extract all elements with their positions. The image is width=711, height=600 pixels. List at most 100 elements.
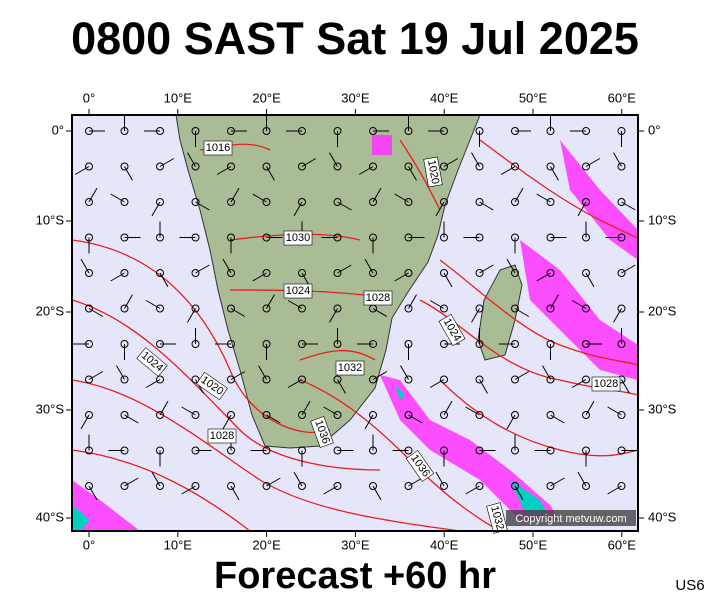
lon-label-top: 0° [83,90,95,105]
heavy-precipitation [72,385,548,531]
station [227,411,235,419]
isobar-label: 1024 [283,283,313,299]
wind-barb [443,158,459,167]
isobar-label-text: 1030 [286,232,310,244]
wind-barb [536,193,551,203]
wind-barb [514,485,524,501]
station [546,198,555,206]
station [156,198,164,206]
wind-barb [145,379,161,388]
station [404,269,413,277]
wind-barb [124,477,139,487]
wind-barb [323,485,338,495]
wind-barb [479,201,494,211]
station [582,162,590,171]
station [475,482,484,490]
wind-barb [364,414,374,430]
wind-stations [73,115,638,501]
wind-barb [337,264,352,274]
isobar-label: 1020 [423,156,443,188]
station [227,269,235,277]
station [475,198,484,206]
wind-barb [372,371,388,380]
wind-barb [301,158,317,167]
station [120,482,129,490]
wind-barb [465,485,480,495]
wind-barb [613,152,622,167]
station [120,198,129,206]
station [582,375,590,384]
station [298,269,306,277]
station [120,411,129,419]
wind-barb [116,365,125,380]
wind-barb [266,166,275,181]
station [262,411,271,419]
station [511,269,519,277]
station [191,198,200,206]
wind-barb [408,166,417,181]
wind-barb [550,166,559,181]
wind-barb [358,166,374,175]
isobar-label-box [423,156,443,188]
lat-label-left: 40°S [36,509,65,524]
wind-barb [181,406,196,416]
wind-barb [372,485,382,501]
model-code: US6 [675,577,704,594]
wind-barb [88,485,98,501]
station [617,269,626,277]
wind-barb [408,477,423,487]
isobar-label-text: 1028 [210,430,234,442]
station [546,375,555,384]
isobar-label-box [438,313,466,347]
wind-barb [621,264,636,274]
isobar-label-text: 1024 [286,285,310,297]
isobar-label: 1036 [310,416,334,448]
isobar-label: 1028 [363,290,393,306]
wind-barb [585,158,601,167]
station [120,304,129,313]
station [440,411,448,419]
isobar-label: 1032 [335,360,365,376]
station [404,411,413,419]
wind-barb [301,400,311,416]
wind-barb [151,201,161,217]
wind-barb [621,379,630,394]
station [191,375,200,384]
station [511,304,519,313]
station [333,198,342,206]
station [227,162,235,171]
station [156,162,164,171]
wind-barb [187,308,196,323]
isobar-label-text: 1028 [594,378,618,390]
wind-barb [443,272,453,288]
station [511,482,519,490]
station [617,198,626,206]
station [511,375,519,384]
station [511,162,519,171]
station [85,162,93,171]
wind-barb [293,201,303,217]
station [156,482,164,490]
wind-barb [400,365,409,380]
isobar-label-box [405,450,435,482]
station [191,269,200,277]
station [546,411,555,419]
lon-label-bottom: 0° [83,537,95,552]
isobar-label-text: 1032 [338,362,362,374]
isobar-label-box [203,140,233,156]
wind-barb [550,477,565,487]
station [298,304,306,313]
station [191,162,200,171]
station [85,269,93,277]
station [227,304,235,313]
station [475,411,484,419]
station [369,411,377,419]
isobar-label: 1030 [283,230,313,246]
wind-barb [230,485,240,501]
wind-barb [506,414,516,430]
station [440,375,448,384]
isobar-label: 1028 [207,428,237,444]
station [475,162,484,171]
isobar-label-text: 1020 [425,159,441,185]
station [333,162,342,171]
